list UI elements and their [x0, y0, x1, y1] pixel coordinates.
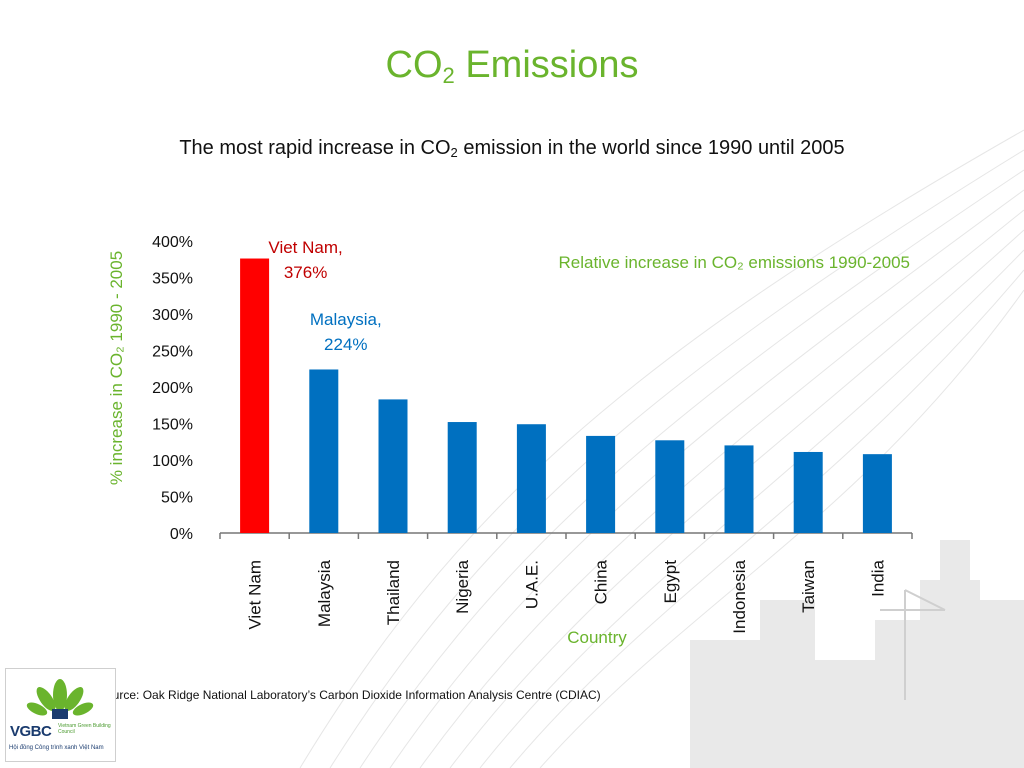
source-note: Source: Oak Ridge National Laboratory’s … [98, 688, 601, 702]
y-tick-label: 250% [152, 344, 193, 361]
annotation-line1: Malaysia, [310, 310, 382, 329]
logo-acronym: VGBC [10, 723, 52, 740]
y-tick-label: 100% [152, 453, 193, 470]
x-tick-label: Nigeria [453, 559, 472, 613]
y-axis-label: % increase in CO₂ 1990 - 2005 [107, 251, 126, 485]
x-tick-label: Indonesia [730, 559, 749, 633]
x-axis-label: Country [567, 628, 627, 647]
annotation-line1: Viet Nam, [268, 238, 342, 257]
y-tick-label: 400% [152, 234, 193, 251]
bar-viet-nam [240, 258, 270, 533]
bar-egypt [655, 440, 685, 533]
y-tick-label: 350% [152, 271, 193, 288]
slide-subtitle: The most rapid increase in CO2 emission … [179, 137, 845, 160]
annotation-line2: 376% [284, 263, 327, 282]
bar-nigeria [447, 422, 477, 533]
annotation-line2: 224% [324, 335, 367, 354]
lotus-icon [26, 679, 94, 719]
y-tick-label: 0% [170, 526, 193, 543]
logo-org-en: Vietnam Green Building Council [58, 723, 111, 735]
x-tick-label: China [592, 559, 611, 604]
data-annotation: Malaysia, 224% [310, 310, 382, 354]
vgbc-logo: VGBC Vietnam Green Building Council Hội … [5, 668, 116, 762]
x-tick-label: Egypt [661, 560, 680, 604]
bar-thailand [378, 399, 408, 533]
x-tick-label: Thailand [384, 560, 403, 625]
y-tick-label: 300% [152, 307, 193, 324]
bar-taiwan [793, 451, 823, 533]
x-tick-label: U.A.E. [522, 560, 541, 609]
x-tick-label: Viet Nam [246, 560, 265, 630]
bar-malaysia [309, 369, 339, 533]
chart-title: Relative increase in CO₂ emissions 1990-… [559, 253, 911, 272]
y-tick-label: 200% [152, 380, 193, 397]
x-tick-label: India [868, 559, 887, 596]
bar-china [586, 435, 616, 533]
x-tick-label: Taiwan [799, 560, 818, 613]
x-tick-label: Malaysia [315, 559, 334, 627]
bar-india [862, 454, 892, 533]
bar-u-a-e- [516, 424, 546, 533]
y-tick-label: 150% [152, 417, 193, 434]
y-tick-label: 50% [161, 490, 193, 507]
data-annotation: Viet Nam, 376% [268, 238, 342, 282]
slide-title: CO2 Emissions [385, 44, 639, 88]
logo-org-vi: Hội đồng Công trình xanh Việt Nam [9, 745, 104, 751]
bar-indonesia [724, 445, 754, 533]
